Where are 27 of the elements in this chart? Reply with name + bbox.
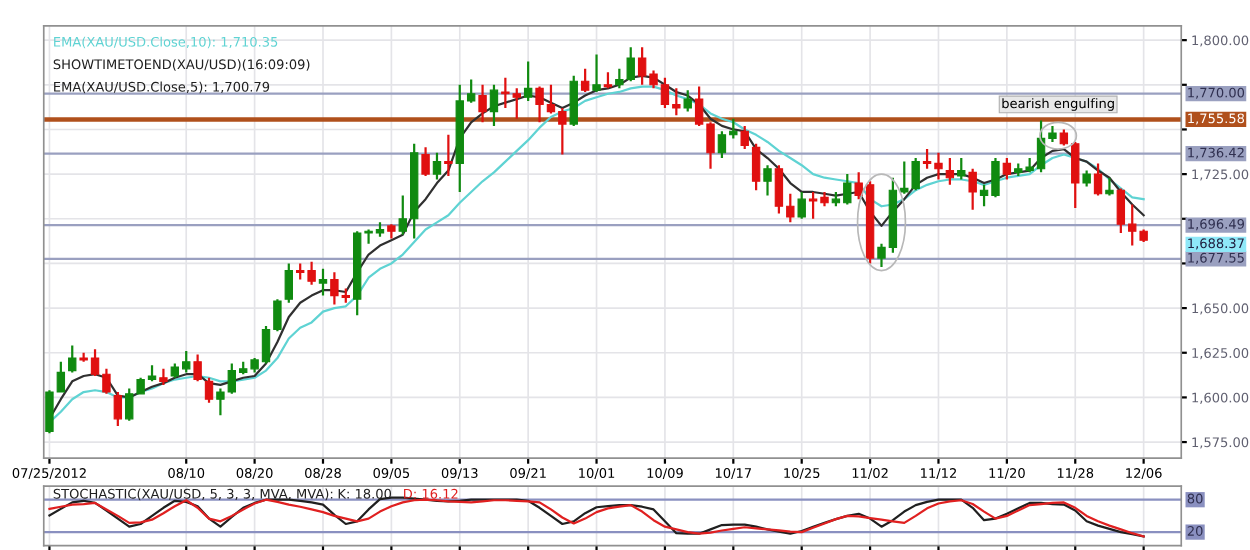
candlestick (489, 83, 499, 127)
candlestick (592, 53, 601, 94)
candlestick (580, 67, 590, 94)
candlestick (569, 74, 578, 127)
candlestick (204, 376, 214, 404)
candlestick (421, 146, 430, 178)
candlestick (751, 142, 761, 192)
candlestick (318, 267, 328, 297)
candlestick (957, 156, 966, 181)
candlestick (113, 390, 123, 428)
candlestick (1093, 162, 1103, 197)
candlestick (1105, 176, 1114, 197)
candlestick (284, 262, 294, 304)
candlestick (683, 89, 692, 113)
candlestick (68, 344, 77, 374)
candlestick (968, 167, 977, 211)
candlestick (797, 190, 806, 220)
candlestick (1002, 156, 1012, 181)
candlestick (444, 133, 453, 178)
candlestick (740, 124, 749, 151)
candlestick (159, 367, 168, 387)
candlestick (523, 60, 533, 102)
candlestick (478, 83, 487, 124)
candlestick (945, 156, 955, 186)
candlestick (763, 164, 772, 197)
candlestick (432, 151, 442, 181)
candlestick (193, 353, 202, 383)
